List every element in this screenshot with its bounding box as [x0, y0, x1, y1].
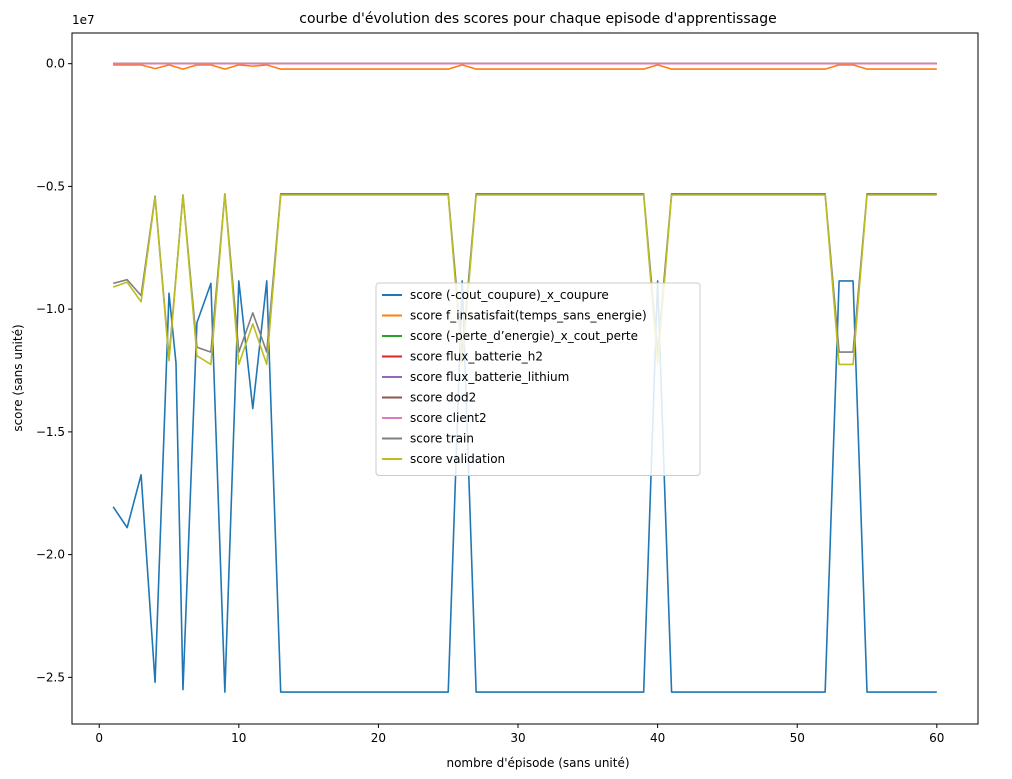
legend-entry-5: score dod2: [410, 391, 476, 405]
x-axis: 0 10 20 30 40 50 60: [95, 724, 944, 745]
series-line-8: [112, 192, 937, 366]
y-tick-label: 0.0: [46, 57, 65, 71]
x-tick-label: 20: [371, 731, 386, 745]
y-scale-label: 1e7: [72, 13, 95, 27]
legend-entry-0: score (-cout_coupure)_x_coupure: [410, 288, 609, 302]
legend-box: [375, 282, 701, 476]
x-tick-label: 0: [95, 731, 103, 745]
y-tick-label: −2.0: [36, 548, 65, 562]
x-tick-label: 30: [510, 731, 525, 745]
series-line-0: [112, 280, 937, 693]
y-tick-label: −2.5: [36, 670, 65, 684]
y-axis: 0.0 −0.5 −1.0 −1.5 −2.0 −2.5: [36, 57, 72, 684]
plot-frame: [71, 32, 979, 725]
y-tick-label: −0.5: [36, 179, 65, 193]
legend-entry-6: score client2: [410, 411, 487, 425]
series-layer: [112, 62, 937, 693]
legend-entry-8: score validation: [410, 452, 505, 466]
legend-entry-1: score f_insatisfait(temps_sans_energie): [410, 309, 647, 323]
y-axis-label: score (sans unité): [11, 324, 25, 431]
legend-entry-2: score (-perte_d’energie)_x_cout_perte: [410, 329, 638, 343]
chart-title: courbe d'évolution des scores pour chaqu…: [299, 11, 776, 27]
y-tick-label: −1.5: [36, 425, 65, 439]
y-tick-label: −1.0: [36, 302, 65, 316]
legend-entry-3: score flux_batterie_h2: [410, 350, 543, 364]
x-axis-label: nombre d'épisode (sans unité): [446, 756, 629, 770]
series-line-1: [113, 64, 937, 70]
legend-entry-4: score flux_batterie_lithium: [410, 370, 569, 384]
x-tick-label: 60: [929, 731, 944, 745]
legend-entry-7: score train: [410, 432, 474, 446]
x-tick-label: 10: [231, 731, 246, 745]
x-tick-label: 50: [790, 731, 805, 745]
x-tick-label: 40: [650, 731, 665, 745]
